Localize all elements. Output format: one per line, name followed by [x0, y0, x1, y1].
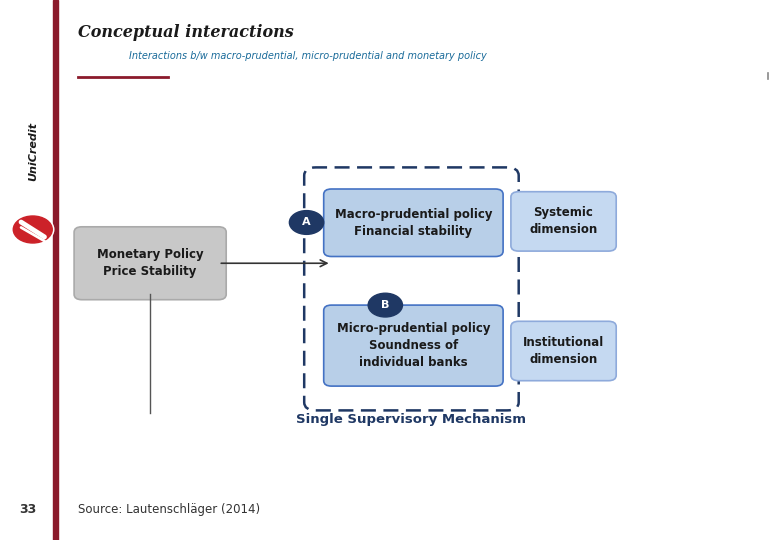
- Circle shape: [12, 215, 54, 244]
- Text: Institutional
dimension: Institutional dimension: [523, 336, 604, 366]
- Text: Interactions b/w macro-prudential, micro-prudential and monetary policy: Interactions b/w macro-prudential, micro…: [129, 51, 487, 62]
- Text: Source: Lautenschläger (2014): Source: Lautenschläger (2014): [78, 503, 260, 516]
- Circle shape: [289, 211, 324, 234]
- Text: Macro-prudential policy
Financial stability: Macro-prudential policy Financial stabil…: [335, 208, 492, 238]
- Text: Single Supervisory Mechanism: Single Supervisory Mechanism: [296, 413, 526, 426]
- FancyBboxPatch shape: [511, 321, 616, 381]
- Circle shape: [368, 293, 402, 317]
- Text: 33: 33: [20, 503, 37, 516]
- Text: Systemic
dimension: Systemic dimension: [530, 206, 597, 237]
- FancyBboxPatch shape: [511, 192, 616, 251]
- Circle shape: [13, 216, 52, 243]
- FancyBboxPatch shape: [324, 305, 503, 386]
- Text: Monetary Policy
Price Stability: Monetary Policy Price Stability: [97, 248, 204, 278]
- Text: UniCredit: UniCredit: [28, 122, 37, 181]
- FancyBboxPatch shape: [324, 189, 503, 256]
- FancyBboxPatch shape: [74, 227, 226, 300]
- Text: Micro-prudential policy
Soundness of
individual banks: Micro-prudential policy Soundness of ind…: [337, 322, 490, 369]
- Text: A: A: [302, 218, 311, 227]
- Text: B: B: [381, 300, 389, 310]
- Text: Conceptual interactions: Conceptual interactions: [78, 24, 294, 41]
- Bar: [53, 0, 58, 540]
